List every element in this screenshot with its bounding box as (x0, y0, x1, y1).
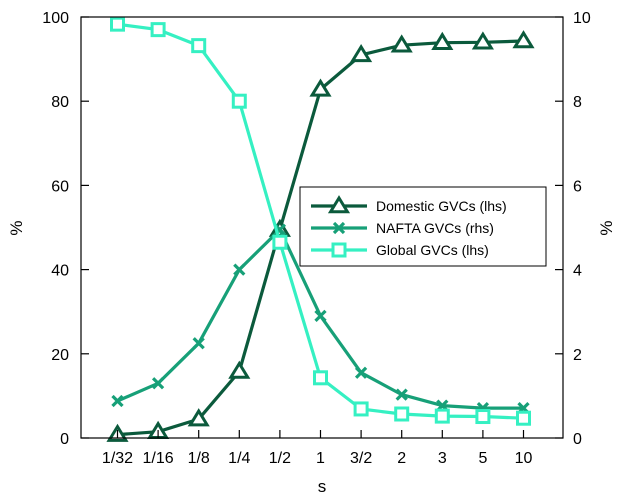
y-left-tick-label: 20 (51, 347, 69, 364)
x-tick-label: 3/2 (350, 450, 372, 467)
series-3-point (434, 408, 450, 424)
x-tick-label: 1/32 (102, 450, 133, 467)
series-1-point (309, 78, 332, 97)
legend: Domestic GVCs (lhs) NAFTA GVCs (rhs) Globa… (299, 186, 547, 267)
series-1 (106, 30, 535, 442)
series-3-point (475, 409, 491, 425)
series-3-point (231, 93, 247, 109)
y-axis-right-title: % (597, 220, 616, 235)
y-right-tick-label: 6 (573, 178, 582, 195)
tick-layer: 0 20 40 60 80 100 0 2 4 6 8 10 1/32 1/16 1/8 1/4 1/2 1 3/2… (42, 10, 591, 467)
x-tick-label: 1/8 (188, 450, 210, 467)
x-tick-label: 5 (478, 450, 487, 467)
y-left-tick-label: 80 (51, 94, 69, 111)
series-3-point (191, 38, 207, 54)
legend-swatch-marker (331, 242, 347, 258)
x-tick-label: 2 (397, 450, 406, 467)
series-2-point (354, 366, 368, 379)
series-2-point (233, 263, 246, 276)
series-2-point (111, 394, 124, 408)
series-1-point (390, 34, 413, 53)
plot-frame (80, 16, 564, 439)
x-tick-label: 1 (316, 450, 325, 467)
x-tick-label: 10 (515, 450, 533, 467)
series-3-point (150, 22, 166, 38)
series-1-point (350, 44, 373, 63)
series-3-point (313, 370, 328, 386)
y-left-tick-label: 60 (51, 178, 69, 195)
y-axis-left-title: % (7, 220, 26, 235)
series-3-point (272, 234, 288, 250)
series-2-point (314, 309, 327, 323)
x-tick-label: 3 (438, 450, 447, 467)
series-1-point (431, 31, 454, 50)
y-right-tick-label: 2 (573, 347, 582, 364)
legend-label: Domestic GVCs (lhs) (376, 198, 507, 214)
series-2-point (395, 388, 408, 401)
y-right-tick-label: 0 (573, 431, 582, 448)
series-3-point (516, 410, 531, 426)
y-left-tick-label: 0 (60, 431, 69, 448)
series-layer (106, 16, 535, 442)
series-1-point (471, 31, 494, 50)
series-3-point (394, 406, 410, 422)
y-left-tick-label: 40 (51, 263, 69, 280)
series-1-point (228, 360, 251, 379)
series-3-point (110, 16, 125, 32)
legend-swatch-marker (327, 195, 351, 214)
y-right-tick-label: 8 (573, 94, 582, 111)
series-2-point (192, 337, 205, 350)
y-left-tick-label: 100 (42, 10, 69, 27)
x-tick-label: 1/4 (228, 450, 250, 467)
series-3 (110, 16, 531, 426)
x-tick-label: 1/16 (143, 450, 174, 467)
y-right-tick-label: 10 (573, 10, 591, 27)
x-tick-label: 1/2 (269, 450, 291, 467)
legend-label: Global GVCs (lhs) (376, 242, 489, 258)
series-2-point (151, 377, 165, 390)
y-right-tick-label: 4 (573, 263, 582, 280)
legend-label: NAFTA GVCs (rhs) (376, 220, 494, 236)
series-1-point (512, 30, 535, 49)
series-3-point (353, 401, 369, 417)
series-1-point (187, 408, 210, 427)
x-axis-title: s (318, 477, 327, 496)
legend-swatch-marker (332, 221, 346, 235)
